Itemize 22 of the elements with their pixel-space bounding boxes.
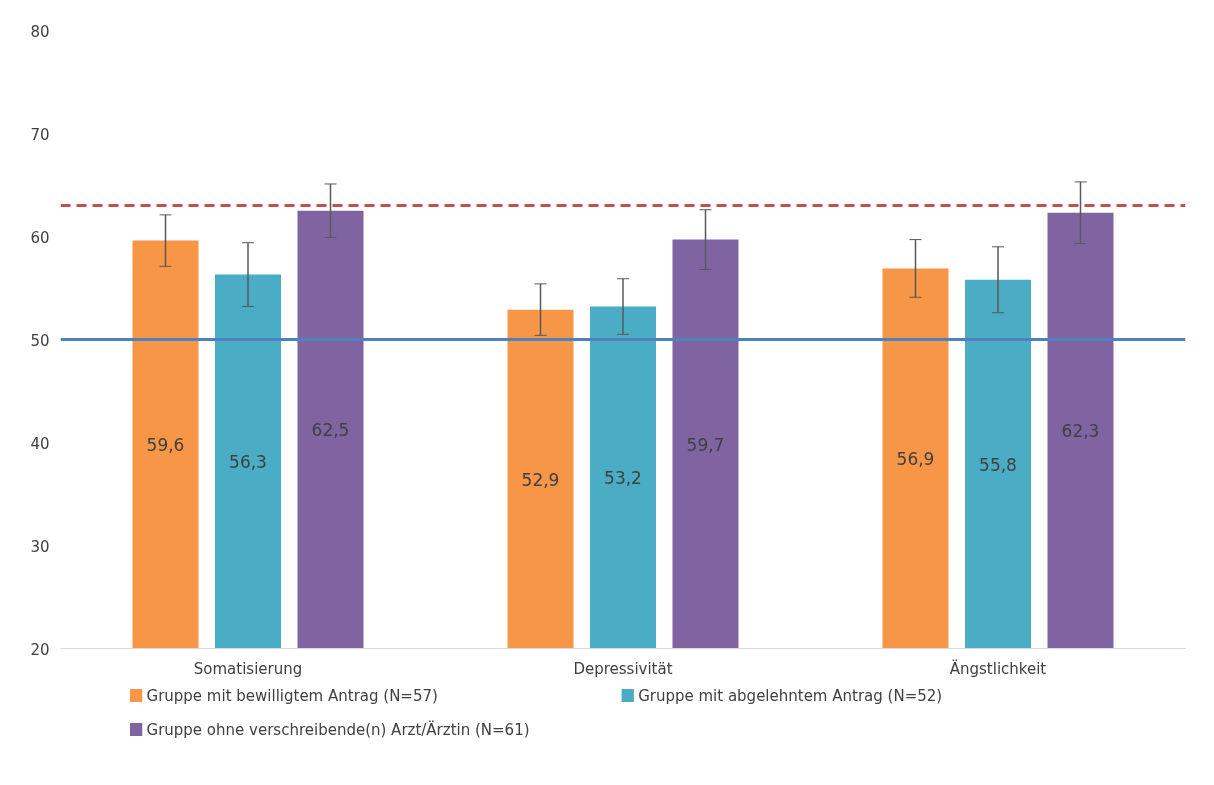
y-tick-label: 70	[30, 125, 50, 144]
data-label: 55,8	[979, 454, 1017, 475]
data-label: 62,5	[311, 420, 350, 441]
legend-label: Gruppe mit bewilligtem Antrag (N=57)	[146, 686, 438, 705]
data-label: 56,9	[896, 448, 935, 469]
y-tick-label: 60	[30, 228, 50, 247]
x-tick-label: Ängstlichkeit	[949, 658, 1047, 678]
data-label: 56,3	[229, 452, 267, 473]
legend-label: Gruppe ohne verschreibende(n) Arzt/Ärztin (N=61)	[146, 719, 530, 739]
x-tick-label: Depressivität	[573, 659, 673, 678]
data-label: 52,9	[521, 469, 560, 490]
y-tick-label: 40	[30, 434, 50, 453]
y-tick-label: 30	[30, 537, 50, 556]
legend-label: Gruppe mit abgelehntem Antrag (N=52)	[638, 686, 943, 705]
y-tick-label: 20	[30, 640, 50, 659]
y-tick-label: 80	[30, 22, 50, 41]
x-tick-label: Somatisierung	[193, 659, 303, 678]
data-label: 53,2	[604, 468, 642, 489]
data-label: 59,7	[686, 434, 725, 455]
data-label: 62,3	[1061, 421, 1100, 442]
data-label: 59,6	[146, 435, 185, 456]
y-tick-label: 50	[30, 331, 50, 350]
